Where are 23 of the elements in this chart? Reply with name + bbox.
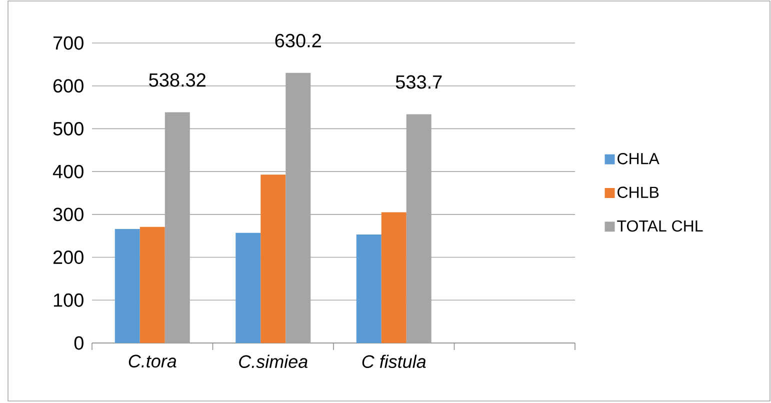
y-tick-label: 0: [74, 336, 84, 350]
bar: [356, 234, 382, 343]
y-tick-label: 500: [53, 122, 84, 136]
y-tick-label: 400: [52, 164, 84, 178]
data-label: 533.7: [396, 75, 442, 89]
data-label: 538.32: [149, 73, 206, 87]
y-tick-label: 200: [53, 250, 84, 264]
bar: [236, 232, 261, 343]
y-tick-label: 100: [54, 293, 84, 307]
x-tick-label: C.simiea: [239, 354, 308, 368]
legend-label: CHLA: [618, 152, 660, 164]
y-tick-label: 600: [53, 79, 84, 93]
y-tick-label: 300: [53, 208, 84, 222]
x-tick-label: C.tora: [128, 354, 176, 368]
bar: [381, 212, 406, 343]
data-label: 630.2: [275, 34, 321, 48]
x-tick-label: C fistula: [362, 354, 426, 368]
legend-label: TOTAL CHL: [617, 220, 703, 232]
bar: [260, 174, 286, 343]
legend-label: CHLB: [618, 186, 659, 198]
bar: [140, 226, 165, 343]
bar: [114, 228, 140, 343]
y-tick-label: 700: [53, 36, 84, 50]
